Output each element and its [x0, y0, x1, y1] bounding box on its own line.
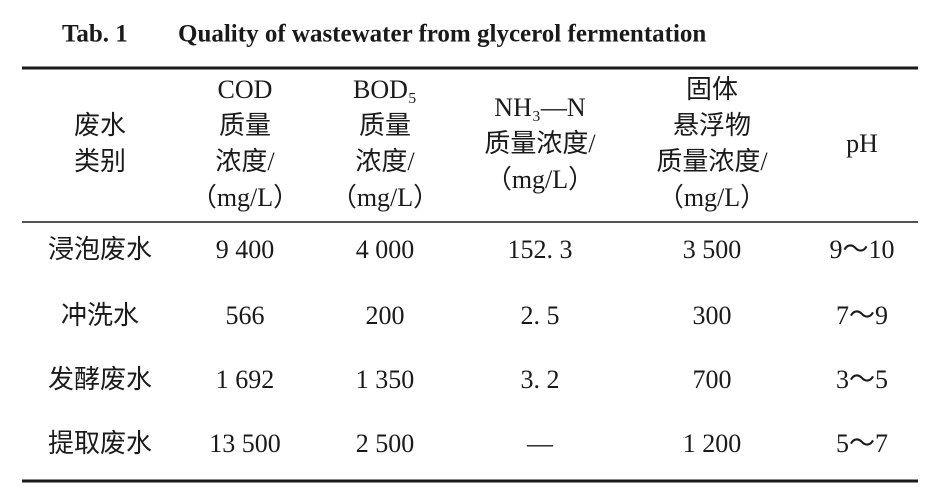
row-label: 发酵废水	[48, 365, 152, 394]
table-label: Tab. 1	[62, 21, 128, 48]
table-title: Quality of wastewater from glycerol ferm…	[178, 21, 706, 48]
header-cell: 质量	[359, 111, 411, 140]
table-cell: 152. 3	[508, 235, 573, 264]
table-cell: 3～5	[836, 365, 888, 394]
table-cell: 7～9	[836, 301, 888, 330]
header-cell: 类别	[74, 147, 126, 176]
table-cell: 3. 2	[521, 365, 560, 394]
header-cell: 质量	[219, 111, 271, 140]
table-cell: 2. 5	[521, 301, 560, 330]
header-cell: 固体	[686, 75, 738, 104]
table-cell: 13 500	[209, 429, 281, 458]
table-cell: 5～7	[836, 429, 888, 458]
header-cell: NH₃—N	[494, 93, 586, 122]
table-cell: 1 350	[356, 365, 415, 394]
table-cell: 1 692	[216, 365, 275, 394]
header-cell: pH	[846, 129, 878, 158]
header-cell: 质量浓度/	[484, 129, 596, 158]
table-cell: 1 200	[683, 429, 742, 458]
table-cell: 200	[366, 301, 405, 330]
header-cell: （mg/L）	[658, 183, 766, 212]
table-cell: 300	[693, 301, 732, 330]
header-cell: 浓度/	[215, 147, 275, 176]
header-cell: 浓度/	[355, 147, 415, 176]
table-cell: 9 400	[216, 235, 275, 264]
table-cell: —	[526, 429, 554, 458]
table-cell: 4 000	[356, 235, 415, 264]
header-cell: 质量浓度/	[656, 147, 768, 176]
header-cell: （mg/L）	[486, 165, 594, 194]
header-cell: （mg/L）	[331, 183, 439, 212]
header-cell: 废水	[74, 111, 126, 140]
table-cell: 3 500	[683, 235, 742, 264]
table-cell: 9～10	[829, 235, 894, 264]
header-cell: COD	[218, 75, 273, 104]
table-cell: 700	[693, 365, 732, 394]
row-label: 冲洗水	[61, 301, 139, 330]
header-cell: BOD₅	[353, 75, 417, 104]
table-cell: 2 500	[356, 429, 415, 458]
table-cell: 566	[226, 301, 265, 330]
row-label: 浸泡废水	[48, 235, 152, 264]
header-cell: （mg/L）	[191, 183, 299, 212]
header-cell: 悬浮物	[673, 111, 751, 140]
row-label: 提取废水	[48, 429, 152, 458]
